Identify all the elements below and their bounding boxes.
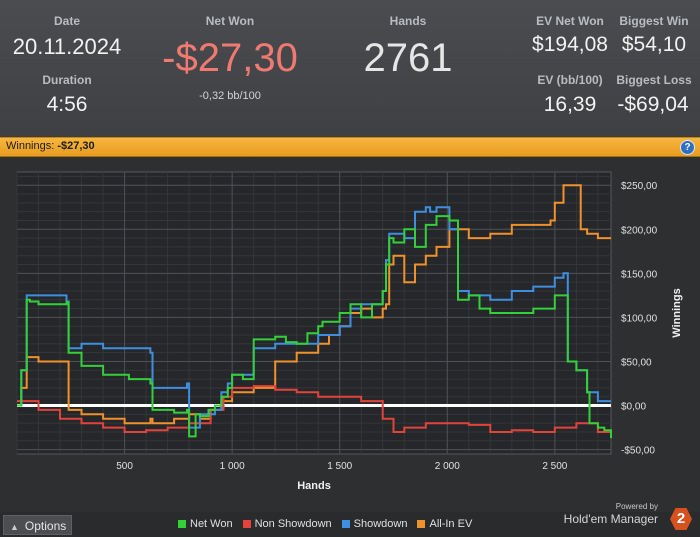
legend-item-showdown: Showdown [341, 516, 408, 532]
date-value: 20.11.2024 [12, 34, 122, 59]
hm2-logo: 2 [670, 508, 692, 530]
winnings-header-bar: Winnings: -$27,30 ? [0, 137, 700, 157]
winnings-header-label: Winnings: [6, 140, 55, 152]
y-tick-label: -$50,00 [621, 446, 655, 457]
y-tick-label: $100,00 [621, 313, 658, 324]
y-tick-label: $200,00 [621, 225, 658, 236]
x-tick-label: 1 000 [220, 461, 245, 472]
date-label: Date [53, 14, 80, 28]
ev-bb100-value: 16,39 [543, 93, 597, 116]
x-tick-label: 1 500 [327, 461, 352, 472]
biggest-win-value: $54,10 [621, 33, 687, 56]
brand-block: Powered by Hold'em Manager 2 [552, 502, 692, 536]
net-won-bb100: -0,32 bb/100 [199, 90, 261, 102]
winnings-chart-area: 500 1 000 1 500 2 000 2 500 -$50,00 $0,00 $50,0… [0, 157, 700, 512]
y-axis-title: Winnings [671, 288, 683, 337]
biggest-loss-value: -$69,04 [617, 93, 689, 116]
legend-label: Showdown [353, 518, 408, 530]
x-tick-label: 2 000 [435, 461, 460, 472]
winnings-header-value: -$27,30 [57, 140, 95, 152]
legend-label: Net Won [190, 518, 233, 530]
y-tick-label: $0,00 [621, 402, 646, 413]
ev-bb100-label: EV (bb/100) [537, 73, 603, 87]
y-tick-label: $50,00 [621, 357, 652, 368]
winnings-chart: 500 1 000 1 500 2 000 2 500 -$50,00 $0,00 $50,0… [16, 171, 683, 492]
session-stats-panel: Date 20.11.2024 Duration 4:56 Net Won -$… [0, 0, 700, 136]
legend-item-all-in-ev: All-In EV [417, 516, 472, 532]
options-button[interactable]: ▲ Options [3, 515, 72, 535]
chevron-up-icon: ▲ [10, 522, 19, 532]
powered-by-text: Powered by [615, 502, 658, 511]
y-tick-label: $250,00 [621, 181, 658, 192]
y-tick-label: $150,00 [621, 269, 658, 280]
footer-bar: ▲ Options Net Won Non Showdown Showdown All-… [0, 502, 700, 537]
ev-net-won-value: $194,08 [532, 33, 608, 56]
x-axis-title: Hands [297, 480, 331, 492]
biggest-loss-label: Biggest Loss [616, 73, 692, 87]
legend-swatch [178, 520, 186, 528]
legend-label: Non Showdown [254, 518, 332, 530]
biggest-win-label: Biggest Win [619, 14, 689, 28]
hands-value: 2761 [363, 36, 453, 80]
series-line-net-won [17, 215, 612, 439]
legend-swatch [417, 520, 426, 528]
options-label: Options [24, 519, 67, 533]
duration-value: 4:56 [46, 93, 88, 116]
winnings-header: Winnings: -$27,30 [6, 140, 95, 152]
duration-label: Duration [42, 73, 92, 87]
net-won-value: -$27,30 [162, 36, 298, 80]
legend-item-non-showdown: Non Showdown [242, 516, 332, 532]
legend-swatch [341, 520, 350, 528]
legend-label: All-In EV [429, 518, 473, 530]
brand-name: Hold'em Manager [563, 512, 658, 526]
chart-legend: Net Won Non Showdown Showdown All-In EV [178, 516, 472, 532]
x-tick-label: 500 [116, 461, 133, 472]
legend-swatch [242, 520, 251, 528]
x-tick-label: 2 500 [542, 461, 567, 472]
ev-net-won-label: EV Net Won [536, 14, 604, 28]
help-icon[interactable]: ? [680, 140, 695, 155]
series-line-non-showdown [17, 385, 612, 434]
hands-label: Hands [389, 14, 427, 28]
net-won-label: Net Won [205, 14, 255, 28]
legend-item-net-won: Net Won [178, 516, 233, 532]
